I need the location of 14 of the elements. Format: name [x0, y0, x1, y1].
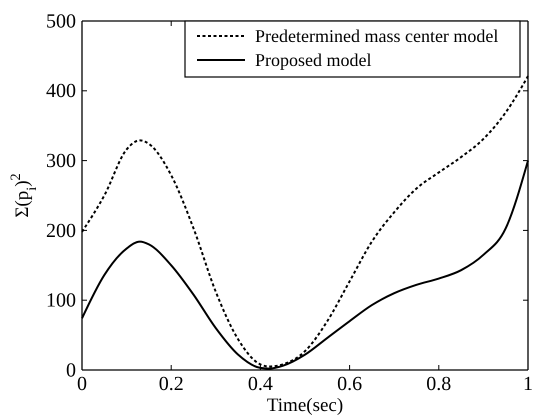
x-tick-label: 0.6: [337, 373, 362, 396]
x-axis-title: Time(sec): [266, 395, 344, 416]
legend-label: Proposed model: [255, 50, 372, 70]
legend-label: Predetermined mass center model: [255, 26, 498, 46]
y-tick-label: 500: [46, 10, 76, 32]
y-tick-label: 200: [46, 220, 76, 242]
y-tick-label: 100: [46, 290, 76, 312]
x-tick-label: 0.8: [426, 373, 452, 396]
x-tick-label: 0.4: [248, 373, 273, 396]
x-tick-label: 0.2: [158, 373, 184, 396]
y-tick-label: 0: [66, 359, 76, 382]
y-tick-label: 400: [46, 80, 76, 102]
y-tick-label: 300: [46, 150, 76, 172]
x-tick-label: 1: [523, 373, 533, 396]
